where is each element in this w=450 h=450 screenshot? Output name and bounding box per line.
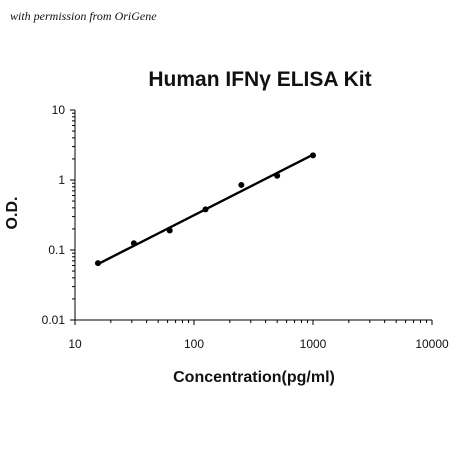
data-point <box>166 227 173 234</box>
plot-area: 0.01 0.1 1 10 10 100 1000 10000 <box>42 103 449 351</box>
y-tick-label: 10 <box>52 103 66 117</box>
x-tick-label: 1000 <box>300 337 327 351</box>
watermark-text: with permission from OriGene <box>10 9 157 23</box>
data-point <box>130 240 137 247</box>
data-point <box>202 206 209 213</box>
data-point <box>274 172 281 179</box>
y-tick-label: 0.1 <box>48 243 65 257</box>
y-axis-label: O.D. <box>4 197 21 230</box>
x-tick-label: 10 <box>68 337 82 351</box>
x-tick-label: 10000 <box>415 337 449 351</box>
y-tick-label: 0.01 <box>42 313 66 327</box>
chart-title: Human IFNγ ELISA Kit <box>148 68 371 91</box>
x-tick-label: 100 <box>184 337 204 351</box>
data-point <box>94 260 101 267</box>
data-point <box>310 152 316 159</box>
data-point <box>238 181 245 188</box>
y-tick-label: 1 <box>58 173 65 187</box>
x-axis-label: Concentration(pg/ml) <box>173 369 335 386</box>
